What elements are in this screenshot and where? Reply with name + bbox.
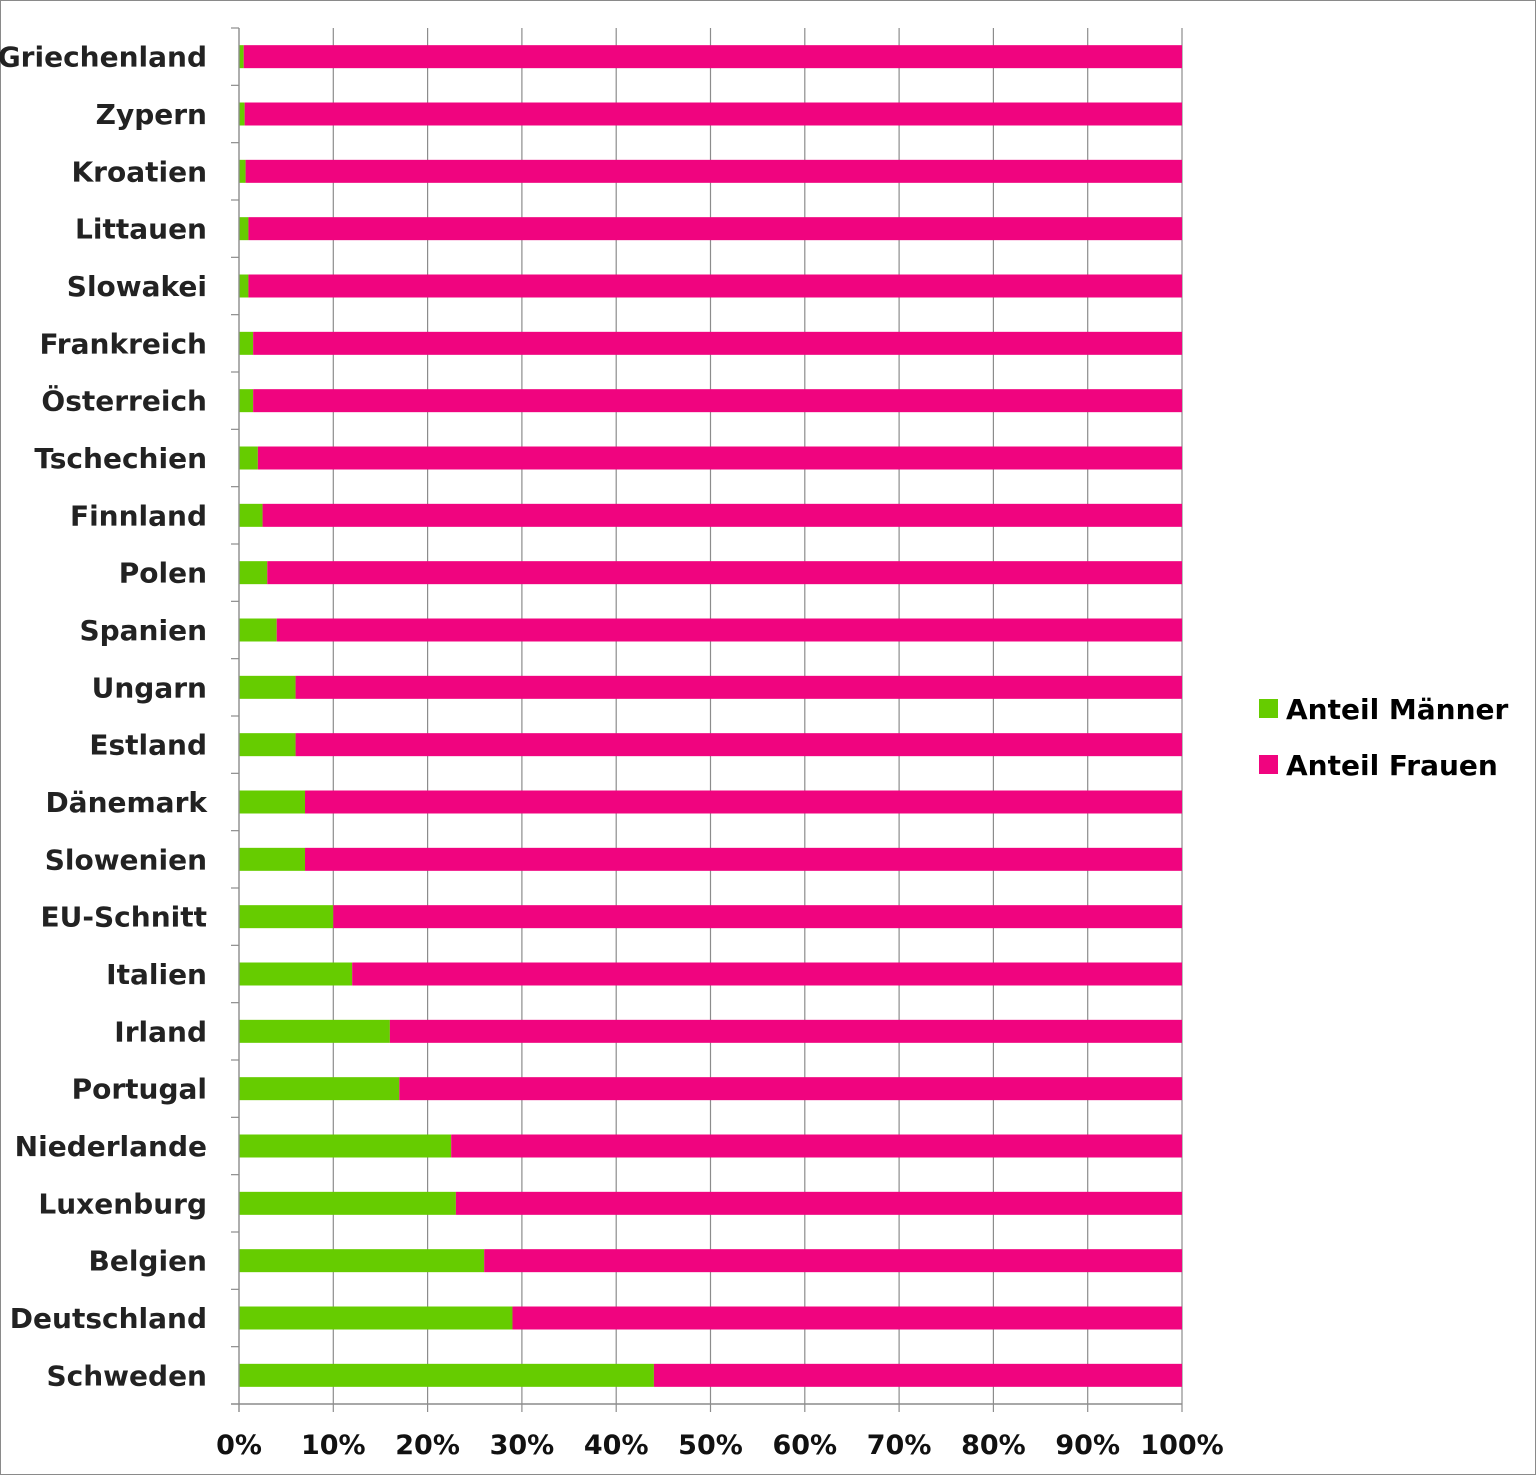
category-labels: Griechenland Zypern Kroatien Littauen Slowak… xyxy=(0,41,208,1393)
category-label: Slowakei xyxy=(67,270,207,303)
bar-frauen xyxy=(295,733,1183,757)
bar-frauen xyxy=(262,503,1182,527)
bar-frauen xyxy=(248,217,1182,241)
legend-swatch xyxy=(1259,755,1278,774)
bar-frauen xyxy=(484,1249,1182,1273)
bar-maenner xyxy=(239,1134,452,1158)
bar-frauen xyxy=(305,847,1182,871)
bar-maenner xyxy=(239,389,254,413)
bar-frauen xyxy=(451,1134,1182,1158)
bar-frauen xyxy=(276,618,1183,642)
bar-maenner xyxy=(239,102,245,126)
x-tick-label: 20% xyxy=(395,1430,460,1461)
category-label: Deutschland xyxy=(10,1302,207,1335)
bar-maenner xyxy=(239,1306,513,1330)
bar-maenner xyxy=(239,675,296,699)
legend-swatch xyxy=(1259,699,1278,718)
bar-maenner xyxy=(239,331,254,355)
bar-maenner xyxy=(239,1191,456,1215)
x-tick-label: 10% xyxy=(301,1430,366,1461)
category-label: Irland xyxy=(114,1015,207,1048)
category-label: Polen xyxy=(119,557,207,590)
category-label: Italien xyxy=(106,958,207,991)
category-label: Estland xyxy=(89,729,207,762)
bar-frauen xyxy=(512,1306,1182,1330)
bar-frauen xyxy=(352,962,1182,986)
bar-maenner xyxy=(239,1019,390,1043)
category-label: Slowenien xyxy=(45,843,207,876)
bar-frauen xyxy=(267,561,1182,585)
category-label: Dänemark xyxy=(45,786,208,819)
bar-maenner xyxy=(239,790,306,814)
category-label: Österreich xyxy=(41,384,207,418)
bar-maenner xyxy=(239,503,263,527)
category-label: Niederlande xyxy=(15,1130,207,1163)
category-label: Griechenland xyxy=(0,41,207,74)
bar-frauen xyxy=(244,102,1182,126)
category-label: Portugal xyxy=(72,1073,207,1106)
bar-frauen xyxy=(389,1019,1182,1043)
bar-frauen xyxy=(399,1077,1182,1101)
bar-frauen xyxy=(653,1363,1182,1387)
legend: Anteil Männer Anteil Frauen xyxy=(1259,693,1509,782)
x-tick-label: 80% xyxy=(961,1430,1026,1461)
bar-frauen xyxy=(248,274,1182,298)
bar-frauen xyxy=(305,790,1182,814)
category-label: Schweden xyxy=(46,1359,207,1392)
gridlines xyxy=(332,28,1183,1412)
bar-frauen xyxy=(245,159,1182,183)
x-tick-label: 0% xyxy=(216,1430,262,1461)
category-label: Frankreich xyxy=(39,327,207,360)
category-label: Kroatien xyxy=(71,155,207,188)
bar-maenner xyxy=(239,962,353,986)
x-tick-label: 90% xyxy=(1055,1430,1120,1461)
category-label: Belgien xyxy=(89,1245,208,1278)
bar-frauen xyxy=(253,389,1182,413)
category-label: Zypern xyxy=(96,98,207,131)
bar-frauen xyxy=(253,331,1182,355)
bar-maenner xyxy=(239,618,277,642)
bar-frauen xyxy=(455,1191,1182,1215)
x-tick-label: 50% xyxy=(678,1430,743,1461)
bars xyxy=(239,45,1183,1387)
bar-frauen xyxy=(333,905,1182,929)
x-tick-label: 40% xyxy=(584,1430,649,1461)
bar-maenner xyxy=(239,274,249,298)
bar-maenner xyxy=(239,45,244,69)
x-tick-label: 30% xyxy=(490,1430,555,1461)
bar-frauen xyxy=(243,45,1183,69)
category-label: Luxenburg xyxy=(38,1187,207,1220)
bar-maenner xyxy=(239,1363,654,1387)
bar-maenner xyxy=(239,733,296,757)
axes xyxy=(231,27,1182,1412)
bar-maenner xyxy=(239,847,306,871)
x-tick-label: 100% xyxy=(1140,1430,1223,1461)
bar-maenner xyxy=(239,446,258,470)
category-label: Finnland xyxy=(70,499,207,532)
bar-frauen xyxy=(257,446,1182,470)
bar-maenner xyxy=(239,217,249,241)
legend-label: Anteil Männer xyxy=(1286,693,1509,726)
category-label: Spanien xyxy=(79,614,207,647)
category-label: Tschechien xyxy=(34,442,207,475)
x-tick-label: 60% xyxy=(772,1430,837,1461)
legend-label: Anteil Frauen xyxy=(1286,749,1498,782)
category-label: Littauen xyxy=(75,213,207,246)
bar-maenner xyxy=(239,1077,400,1101)
x-tick-labels: 0% 10% 20% 30% 40% 50% 60% 70% 80% 90% 100% xyxy=(216,1430,1224,1461)
bar-maenner xyxy=(239,1249,485,1273)
bar-frauen xyxy=(295,675,1183,699)
bar-maenner xyxy=(239,159,246,183)
bar-maenner xyxy=(239,905,334,929)
category-label: Ungarn xyxy=(92,671,207,704)
category-label: EU-Schnitt xyxy=(41,901,207,934)
bar-maenner xyxy=(239,561,268,585)
x-tick-label: 70% xyxy=(867,1430,932,1461)
